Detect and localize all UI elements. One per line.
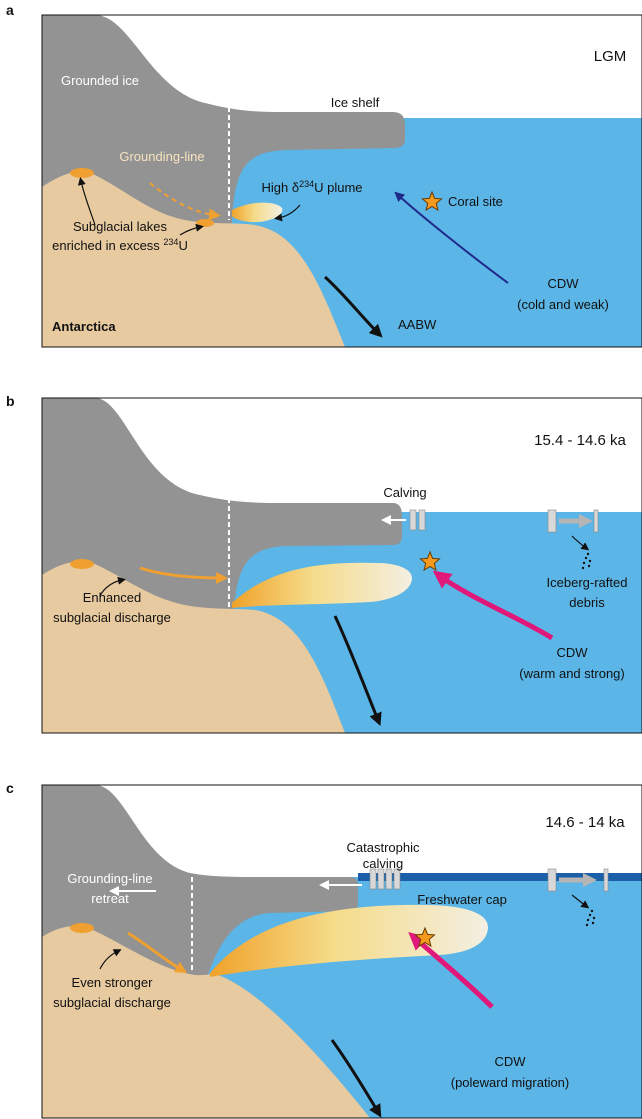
label: Even stronger [72,975,154,990]
subglacial-lake [70,559,94,569]
iceberg [548,510,556,532]
label: Ice shelf [331,95,380,110]
iceberg [604,869,608,891]
label: Grounding-line [119,149,204,164]
calving-block [394,869,400,889]
label: (cold and weak) [517,297,609,312]
label: Iceberg-rafted [547,575,628,590]
label: Subglacial lakes [73,219,167,234]
freshwater-cap [358,873,642,881]
panel-a: a LGM Grounded ice Ice shelf Grounding-l… [6,2,642,347]
label: AABW [398,317,437,332]
label: (poleward migration) [451,1075,570,1090]
label: (warm and strong) [519,666,624,681]
panel-b: b 15.4 - 14.6 ka Calving Iceberg-rafted … [6,393,642,733]
subglacial-lake [70,923,94,933]
text-part: enriched in excess [52,238,163,253]
text-part: High δ [261,180,299,195]
label: CDW [556,645,588,660]
panel-label: b [6,393,15,409]
label: subglacial discharge [53,995,171,1010]
panel-label: a [6,2,14,18]
period: LGM [594,48,627,65]
label: Calving [383,485,426,500]
label: CDW [494,1054,526,1069]
panel-label: c [6,780,14,796]
label: debris [569,595,605,610]
panel-c: c 14.6 - 14 ka Catastrophic calving Grou… [6,780,642,1118]
label: Enhanced [83,590,142,605]
label: calving [363,856,403,871]
calving-block [410,510,416,530]
subglacial-lake [196,219,214,227]
label: Antarctica [52,319,116,334]
label: Grounded ice [61,73,139,88]
label: retreat [91,891,129,906]
text-part: 234 [299,179,314,189]
text-part: 234 [163,237,178,247]
text-part: U [178,238,187,253]
period: 15.4 - 14.6 ka [534,432,626,449]
calving-block [370,869,376,889]
label: Coral site [448,194,503,209]
label: CDW [547,276,579,291]
calving-block [378,869,384,889]
figure: a LGM Grounded ice Ice shelf Grounding-l… [0,0,642,1119]
label: subglacial discharge [53,610,171,625]
iceberg [594,510,598,532]
calving-block [419,510,425,530]
period: 14.6 - 14 ka [545,814,625,831]
iceberg [548,869,556,891]
label: Grounding-line [67,871,152,886]
text-part: U plume [314,180,362,195]
label: Catastrophic [347,840,420,855]
label: Freshwater cap [417,892,507,907]
calving-block [386,869,392,889]
subglacial-lake [70,168,94,178]
